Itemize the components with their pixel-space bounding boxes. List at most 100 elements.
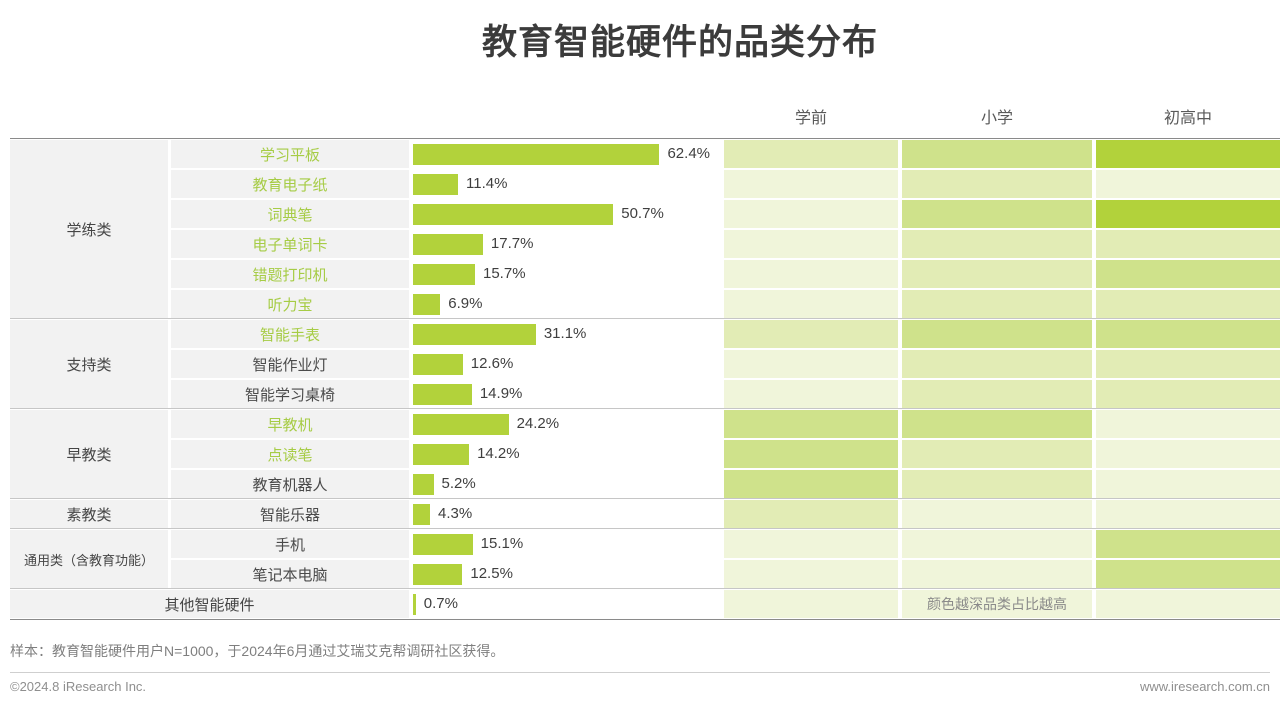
- heatmap-cell: [1096, 440, 1280, 468]
- bar: [413, 204, 614, 225]
- heatmap-cell: [724, 230, 898, 258]
- bar: [413, 174, 459, 195]
- item-label: 电子单词卡: [171, 230, 409, 258]
- item-label: 教育机器人: [171, 470, 409, 498]
- item-label: 早教机: [171, 410, 409, 438]
- column-header-2: 小学: [980, 110, 1013, 127]
- heatmap-cell: [724, 140, 898, 168]
- heatmap-cell: [1096, 470, 1280, 498]
- item-label: 错题打印机: [171, 260, 409, 288]
- bar: [413, 444, 470, 465]
- heatmap-cell: [1096, 530, 1280, 558]
- bar-value-label: 12.5%: [470, 565, 513, 582]
- bar: [413, 324, 536, 345]
- heatmap-cell: [724, 500, 898, 528]
- bar: [413, 534, 473, 555]
- bar-value-label: 24.2%: [516, 415, 560, 432]
- heatmap-cell: [902, 350, 1092, 378]
- heatmap-cell: [902, 290, 1092, 318]
- copyright-text: ©2024.8 iResearch Inc.: [10, 679, 147, 694]
- bar: [413, 504, 430, 525]
- bar: [413, 384, 472, 405]
- bar: [413, 474, 434, 495]
- bar: [413, 234, 483, 255]
- heatmap-cell: [902, 590, 1092, 618]
- heatmap-cell: [902, 560, 1092, 588]
- group-divider: [10, 408, 1280, 409]
- bar-value-label: 14.2%: [477, 445, 520, 462]
- group-divider: [10, 318, 1280, 319]
- item-label: 手机: [171, 530, 409, 558]
- bar-value-label: 17.7%: [490, 235, 534, 252]
- bar: [413, 144, 660, 165]
- bar-value-label: 4.3%: [437, 505, 473, 522]
- heatmap-cell: [724, 410, 898, 438]
- bar: [413, 354, 463, 375]
- heatmap-cell: [1096, 500, 1280, 528]
- bar-value-label: 15.1%: [480, 535, 524, 552]
- column-header-1: 学前: [794, 110, 827, 127]
- chart-title: 教育智能硬件的品类分布: [481, 23, 878, 62]
- heatmap-cell: [724, 320, 898, 348]
- sample-footnote: 样本：教育智能硬件用户N=1000，于2024年6月通过艾瑞艾克帮调研社区获得。: [10, 643, 505, 659]
- heatmap-cell: [724, 170, 898, 198]
- heatmap-cell: [1096, 200, 1280, 228]
- item-label: 教育电子纸: [171, 170, 409, 198]
- bar-value-label: 0.7%: [423, 595, 458, 612]
- heatmap-cell: [724, 470, 898, 498]
- bar-value-label: 11.4%: [466, 175, 508, 192]
- bar-value-label: 15.7%: [483, 265, 526, 282]
- category-table: 学练类 支持类 早教类 素教类 通用类（含教育功能） 其他智能硬件 学习平板 62.4% 教育电…: [0, 140, 1280, 620]
- item-label: 词典笔: [171, 200, 409, 228]
- table-bottom-border: [10, 619, 1280, 620]
- heatmap-cell: [724, 560, 898, 588]
- group-label-1: 学练类: [10, 140, 168, 318]
- heatmap-cell: [1096, 380, 1280, 408]
- heatmap-cell: [902, 140, 1092, 168]
- heatmap-cell: [724, 530, 898, 558]
- heatmap-cell: [1096, 320, 1280, 348]
- heatmap-cell: [1096, 230, 1280, 258]
- heatmap-cell: [902, 170, 1092, 198]
- footer-divider: [10, 672, 1270, 673]
- group-label-2: 支持类: [10, 320, 168, 408]
- bar-value-label: 62.4%: [667, 145, 711, 162]
- bar: [413, 594, 416, 615]
- group-label-6: 其他智能硬件: [10, 590, 409, 618]
- website-link: www.iresearch.com.cn: [1139, 679, 1270, 694]
- heatmap-cell: [724, 590, 898, 618]
- heatmap-cell: [724, 440, 898, 468]
- heatmap-cell: [1096, 560, 1280, 588]
- bar: [413, 294, 441, 315]
- heatmap-cell: [902, 440, 1092, 468]
- heatmap-cell: [902, 470, 1092, 498]
- item-label: 点读笔: [171, 440, 409, 468]
- heatmap-cell: [1096, 260, 1280, 288]
- bar: [413, 414, 509, 435]
- heatmap-cell: [724, 290, 898, 318]
- bar-value-label: 12.6%: [470, 355, 514, 372]
- item-label: 学习平板: [171, 140, 409, 168]
- heatmap-cell: [1096, 590, 1280, 618]
- heatmap-cell: [1096, 410, 1280, 438]
- heatmap-cell: [1096, 140, 1280, 168]
- bar-value-label: 5.2%: [441, 475, 476, 492]
- group-label-5: 通用类（含教育功能）: [10, 530, 168, 588]
- heatmap-cell: [1096, 290, 1280, 318]
- heatmap-cell: [724, 260, 898, 288]
- heatmap-cell: [902, 500, 1092, 528]
- item-label: 智能作业灯: [171, 350, 409, 378]
- heatmap-cell: [902, 530, 1092, 558]
- heatmap-cell: [1096, 350, 1280, 378]
- heatmap-cell: [902, 200, 1092, 228]
- heatmap-legend-note: 颜色越深品类占比越高: [927, 596, 1067, 612]
- bar: [413, 564, 463, 585]
- item-label: 智能学习桌椅: [171, 380, 409, 408]
- heatmap-cell: [902, 230, 1092, 258]
- heatmap-cell: [902, 410, 1092, 438]
- heatmap-cell: [1096, 170, 1280, 198]
- heatmap-cell: [902, 260, 1092, 288]
- heatmap-cell: [724, 200, 898, 228]
- table-top-border: [10, 138, 1280, 139]
